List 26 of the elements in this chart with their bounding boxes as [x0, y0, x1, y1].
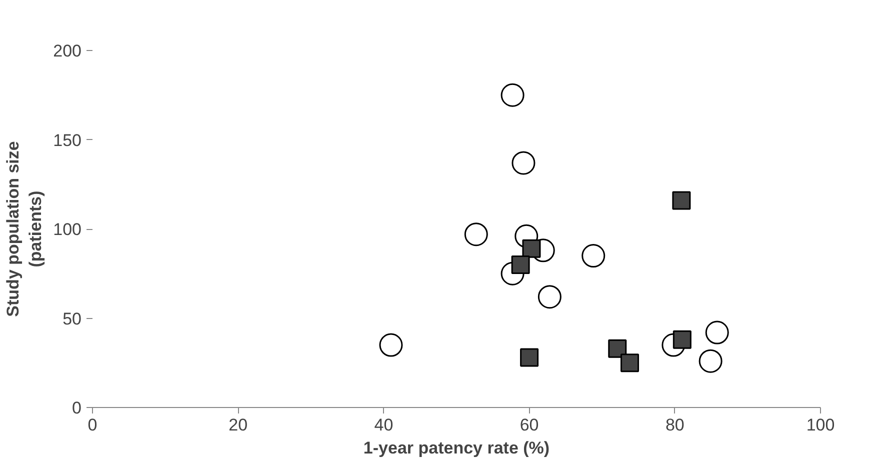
- x-tick-label: 100: [806, 416, 835, 434]
- y-tick-label: 150: [53, 130, 82, 150]
- x-tick-label: 20: [228, 416, 248, 434]
- point: [672, 191, 691, 210]
- x-tick-label: 40: [374, 416, 394, 434]
- y-tick-label: 0: [72, 398, 82, 418]
- point: [522, 239, 541, 258]
- y-tick-label: 100: [53, 220, 82, 239]
- point: [582, 244, 606, 268]
- y-tick-label: 200: [53, 42, 82, 60]
- x-axis-title: 1-year patency rate (%): [363, 438, 550, 458]
- y-axis-title: Study population size (patients): [3, 141, 46, 317]
- point: [379, 333, 403, 357]
- point: [705, 320, 729, 344]
- point: [500, 83, 524, 107]
- point: [608, 339, 627, 358]
- x-tick-label: 80: [665, 416, 684, 434]
- point: [464, 222, 488, 246]
- point: [512, 151, 536, 175]
- y-tick-label: 50: [62, 309, 82, 328]
- point: [520, 348, 539, 367]
- x-tick-label: 60: [520, 416, 539, 434]
- point: [538, 285, 562, 309]
- x-tick-label: 0: [88, 416, 98, 434]
- point: [620, 354, 640, 372]
- point: [698, 349, 722, 373]
